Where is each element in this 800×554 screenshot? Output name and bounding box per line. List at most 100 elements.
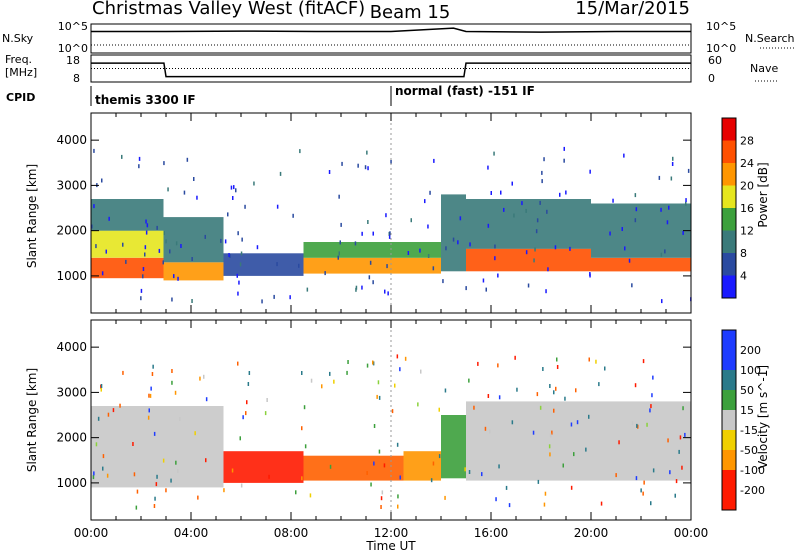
power-scatter-echo [276, 262, 278, 267]
velocity-scatter-echo [309, 493, 312, 498]
cpid-mode-1: themis 3300 IF [95, 93, 196, 107]
power-scatter-echo [442, 279, 444, 284]
power-scatter-echo [546, 209, 548, 214]
velocity-scatter-echo [570, 485, 573, 490]
power-scatter-echo [554, 245, 557, 250]
power-patch [303, 257, 441, 274]
power-scatter-echo [229, 253, 231, 258]
velocity-scatter-echo [576, 420, 579, 425]
power-scatter-echo [685, 198, 687, 203]
velocity-scatter-echo [380, 505, 382, 509]
power-scatter-echo [237, 231, 239, 236]
power-scatter-echo [177, 276, 179, 281]
velocity-scatter-echo [245, 411, 247, 416]
power-scatter-echo [196, 195, 198, 200]
power-scatter-echo [261, 299, 263, 304]
power-scatter-echo [232, 196, 234, 200]
velocity-scatter-echo [508, 503, 511, 508]
power-scatter-echo [513, 213, 515, 218]
velocity-scatter-echo [237, 361, 239, 366]
power-colorbar-cell [722, 163, 736, 186]
velocity-scatter-echo [396, 442, 399, 447]
velocity-scatter-echo [301, 426, 303, 431]
velocity-scatter-echo [239, 436, 241, 441]
velocity-scatter-echo [310, 378, 313, 383]
power-scatter-echo [244, 204, 246, 209]
cpid-mode-2: normal (fast) -151 IF [395, 84, 535, 98]
power-scatter-echo [658, 175, 661, 180]
power-scatter-echo [487, 223, 490, 228]
power-scatter-echo [237, 291, 239, 296]
power-scatter-echo [144, 245, 147, 250]
freq-label: Freq. [5, 53, 32, 66]
power-patch [466, 248, 591, 272]
velocity-scatter-echo [303, 405, 306, 410]
power-colorbar-cell [722, 253, 736, 276]
power-scatter-echo [183, 190, 186, 195]
power-scatter-echo [433, 158, 435, 163]
velocity-scatter-echo [119, 403, 121, 408]
velocity-scatter-echo [381, 490, 384, 495]
power-scatter-echo [91, 224, 93, 229]
power-scatter-echo [122, 242, 124, 247]
power-scatter-echo [299, 149, 301, 154]
power-scatter-echo [671, 162, 674, 166]
velocity-scatter-echo [248, 371, 251, 375]
power-scatter-echo [427, 224, 429, 229]
velocity-scatter-echo [268, 474, 270, 479]
power-scatter-echo [541, 179, 543, 184]
power-scatter-echo [361, 285, 363, 290]
velocity-scatter-echo [242, 415, 244, 420]
velocity-scatter-echo [553, 390, 555, 395]
velocity-colorbar-tick: 15 [740, 404, 754, 417]
velocity-scatter-echo [396, 354, 399, 359]
velocity-scatter-echo [175, 460, 177, 465]
power-scatter-echo [485, 287, 487, 292]
power-scatter-echo [204, 234, 206, 239]
power-scatter-echo [628, 258, 631, 263]
power-scatter-echo [497, 273, 499, 278]
power-scatter-echo [666, 220, 669, 225]
velocity-scatter-echo [93, 471, 95, 476]
velocity-scatter-echo [667, 438, 669, 443]
power-scatter-echo [145, 230, 148, 235]
velocity-scatter-echo [247, 382, 250, 386]
power-scatter-echo [241, 237, 243, 242]
nsky-line [91, 27, 691, 33]
power-scatter-echo [429, 190, 431, 195]
power-scatter-echo [173, 274, 175, 279]
velocity-scatter-echo [635, 476, 638, 481]
velocity-colorbar-tick: 50 [740, 384, 754, 397]
velocity-scatter-echo [295, 490, 297, 495]
power-colorbar: 28 24 20 16 12 8 4 [721, 117, 754, 299]
power-scatter-echo [541, 170, 543, 175]
velocity-scatter-echo [537, 479, 540, 484]
velocity-scatter-echo [231, 468, 234, 473]
power-scatter-echo [220, 238, 222, 243]
velocity-scatter-echo [165, 488, 167, 493]
power-colorbar-tick: 12 [740, 225, 754, 238]
velocity-scatter-echo [481, 472, 483, 477]
velocity-scatter-echo [631, 421, 634, 426]
power-colorbar-cell [722, 275, 736, 299]
velocity-scatter-echo [378, 395, 381, 400]
velocity-scatter-echo [95, 442, 98, 447]
power-scatter-echo [670, 176, 673, 181]
power-scatter-echo [163, 231, 165, 236]
velocity-colorbar-cell [722, 490, 736, 511]
velocity-scatter-echo [370, 482, 372, 487]
power-scatter-echo [273, 294, 275, 299]
velocity-scatter-echo [347, 360, 349, 364]
velocity-scatter-echo [598, 382, 600, 387]
power-scatter-echo [539, 200, 541, 205]
power-scatter-echo [298, 263, 300, 268]
velocity-ytick-label: 3000 [56, 385, 87, 399]
freq-series [91, 62, 691, 78]
velocity-scatter-echo [372, 361, 375, 366]
velocity-scatter-echo [585, 447, 587, 452]
velocity-colorbar-tick: -100 [740, 464, 765, 477]
power-scatter-echo [158, 248, 161, 253]
power-colorbar-tick: 20 [740, 180, 754, 193]
power-scatter-echo [169, 249, 171, 254]
